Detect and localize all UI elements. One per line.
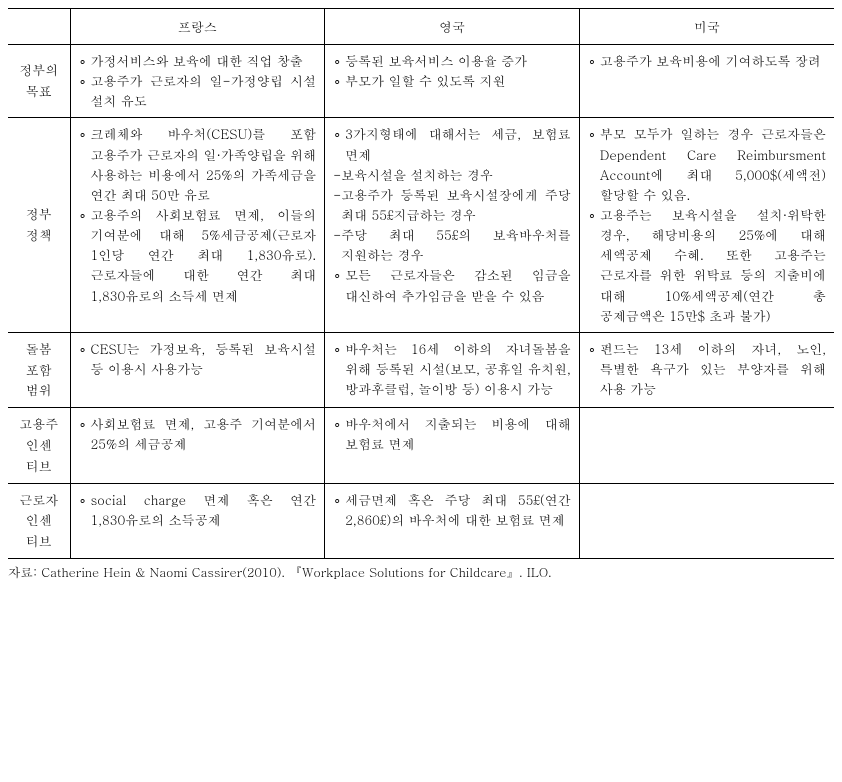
rowhead-scope: 돌봄 포함 범위	[8, 332, 70, 407]
cell-employee-uk: 세금면제 혹은 주당 최대 55£(연간 2,860£)의 바우처에 대한 보험…	[325, 483, 580, 558]
list-item: 고용주의 사회보험료 면제, 이들의 기여분에 대해 5%세금공제(근로자 1인…	[79, 205, 317, 306]
list-item: social charge 면제 혹은 연간 1,830유로의 소득공제	[79, 490, 317, 530]
cell-employee-france: social charge 면제 혹은 연간 1,830유로의 소득공제	[70, 483, 325, 558]
cell-goals-usa: 고용주가 보육비용에 기여하도록 장려	[579, 45, 834, 118]
list-item: 세금면제 혹은 주당 최대 55£(연간 2,860£)의 바우처에 대한 보험…	[333, 490, 571, 530]
list-item: 고용주가 보육비용에 기여하도록 장려	[588, 51, 826, 71]
cell-goals-france: 가정서비스와 보육에 대한 직업 창출 고용주가 근로자의 일-가정양립 시설 …	[70, 45, 325, 118]
list-item: 부모가 일할 수 있도록 지원	[333, 71, 571, 91]
source-note: 자료: Catherine Hein & Naomi Cassirer(2010…	[8, 563, 834, 582]
header-uk: 영국	[325, 9, 580, 45]
rowhead-goals: 정부의 목표	[8, 45, 70, 118]
list-item: 고용주는 보육시설을 설치·위탁한 경우, 해당비용의 25%에 대해 세액공제…	[588, 205, 826, 326]
list-item: 고용주가 근로자의 일-가정양립 시설 설치 유도	[79, 71, 317, 111]
cell-policy-uk: 3가지형태에 대해서는 세금, 보험료 면제 보육시설을 설치하는 경우 고용주…	[325, 118, 580, 332]
cell-employer-uk: 바우처에서 지출되는 비용에 대해 보험료 면제	[325, 408, 580, 483]
list-item: 주당 최대 55£의 보육바우처를 지원하는 경우	[333, 225, 571, 265]
list-item: 사회보험료 면제, 고용주 기여분에서 25%의 세금공제	[79, 414, 317, 454]
cell-employee-usa	[579, 483, 834, 558]
cell-employer-usa	[579, 408, 834, 483]
list-item: 바우처에서 지출되는 비용에 대해 보험료 면제	[333, 414, 571, 454]
cell-policy-usa: 부모 모두가 일하는 경우 근로자들은 Dependent Care Reimb…	[579, 118, 834, 332]
header-usa: 미국	[579, 9, 834, 45]
cell-scope-usa: 펀드는 13세 이하의 자녀, 노인, 특별한 욕구가 있는 부양자를 위해 사…	[579, 332, 834, 407]
list-item: 바우처는 16세 이하의 자녀돌봄을 위해 등록된 시설(보모, 공휴일 유치원…	[333, 339, 571, 399]
rowhead-employer: 고용주 인센 티브	[8, 408, 70, 483]
rowhead-policy: 정부 정책	[8, 118, 70, 332]
rowhead-employee: 근로자 인센 티브	[8, 483, 70, 558]
cell-employer-france: 사회보험료 면제, 고용주 기여분에서 25%의 세금공제	[70, 408, 325, 483]
header-france: 프랑스	[70, 9, 325, 45]
list-item: CESU는 가정보육, 등록된 보육시설 등 이용시 사용가능	[79, 339, 317, 379]
list-item: 펀드는 13세 이하의 자녀, 노인, 특별한 욕구가 있는 부양자를 위해 사…	[588, 339, 826, 399]
cell-goals-uk: 등록된 보육서비스 이용율 증가 부모가 일할 수 있도록 지원	[325, 45, 580, 118]
header-empty	[8, 9, 70, 45]
list-item: 3가지형태에 대해서는 세금, 보험료 면제	[333, 124, 571, 164]
cell-policy-france: 크레체와 바우처(CESU)를 포함 고용주가 근로자의 일·가족양립을 위해 …	[70, 118, 325, 332]
list-item: 보육시설을 설치하는 경우	[333, 165, 571, 185]
list-item: 등록된 보육서비스 이용율 증가	[333, 51, 571, 71]
comparison-table: 프랑스 영국 미국 정부의 목표 가정서비스와 보육에 대한 직업 창출 고용주…	[8, 8, 834, 559]
list-item: 부모 모두가 일하는 경우 근로자들은 Dependent Care Reimb…	[588, 124, 826, 205]
cell-scope-france: CESU는 가정보육, 등록된 보육시설 등 이용시 사용가능	[70, 332, 325, 407]
cell-scope-uk: 바우처는 16세 이하의 자녀돌봄을 위해 등록된 시설(보모, 공휴일 유치원…	[325, 332, 580, 407]
list-item: 고용주가 등록된 보육시설장에게 주당 최대 55£지급하는 경우	[333, 185, 571, 225]
list-item: 크레체와 바우처(CESU)를 포함 고용주가 근로자의 일·가족양립을 위해 …	[79, 124, 317, 205]
list-item: 가정서비스와 보육에 대한 직업 창출	[79, 51, 317, 71]
list-item: 모든 근로자들은 감소된 임금을 대신하여 추가임금을 받을 수 있음	[333, 265, 571, 305]
